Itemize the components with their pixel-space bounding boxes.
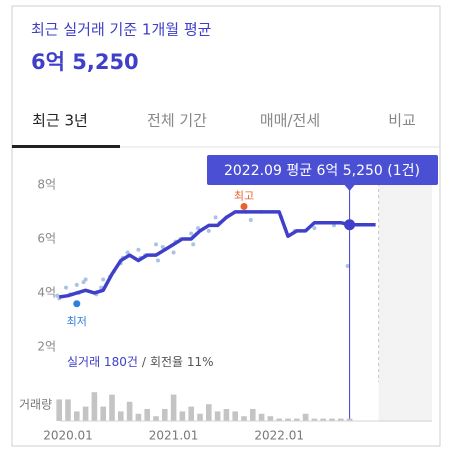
- volume-bar: [100, 406, 106, 421]
- volume-bar: [65, 399, 71, 421]
- tab[interactable]: 비교: [388, 112, 416, 130]
- transaction-dot: [125, 250, 130, 255]
- volume-bar: [118, 411, 124, 421]
- volume-bar: [302, 413, 309, 421]
- volume-bar: [153, 416, 159, 421]
- transaction-dot: [160, 245, 165, 250]
- transaction-dot: [345, 263, 350, 268]
- min-marker: [73, 300, 81, 308]
- tooltip-pointer: [344, 185, 355, 191]
- volume-bar: [74, 411, 80, 421]
- volume-bar: [170, 394, 177, 421]
- max-label: 최고: [234, 190, 254, 203]
- transaction-dot: [64, 285, 68, 290]
- price-line: [58, 210, 350, 299]
- volume-bar: [285, 418, 291, 421]
- volume-label: 거래량: [19, 398, 52, 412]
- x-tick-label: 2021.01: [149, 429, 199, 443]
- volume-bar: [56, 399, 62, 421]
- volume-bar: [232, 411, 238, 421]
- volume-bar: [197, 413, 203, 421]
- volume-bar: [329, 418, 335, 421]
- volume-bar: [223, 409, 230, 421]
- price: 6억 5,250: [31, 50, 139, 74]
- transaction-dot: [206, 228, 211, 233]
- trades: 실거래 180건: [67, 355, 138, 369]
- volume-bar: [267, 416, 274, 421]
- y-tick-label: 6억: [37, 231, 56, 245]
- current-point: [344, 219, 356, 231]
- volume-bar: [126, 401, 133, 421]
- volume-bar: [135, 413, 142, 421]
- y-tick-label: 8억: [37, 177, 56, 191]
- tab[interactable]: 전체 기간: [147, 112, 207, 130]
- volume-bar: [206, 404, 212, 421]
- volume-bar: [320, 418, 326, 421]
- volume-bar: [162, 409, 168, 421]
- transaction-dot: [213, 215, 218, 220]
- volume-bar: [214, 411, 221, 421]
- transaction-dot: [189, 231, 194, 236]
- transaction-dot: [83, 277, 88, 282]
- volume-bar: [294, 418, 300, 421]
- separator: /: [142, 355, 147, 369]
- tooltip-text: 2022.09 평균 6억 5,250 (1건): [224, 163, 420, 179]
- future-area: [378, 160, 432, 422]
- x-tick-label: 2020.01: [43, 429, 93, 443]
- subtitle: 최근 실거래 기준 1개월 평균: [31, 21, 212, 39]
- volume-bar: [82, 406, 89, 421]
- volume-bar: [338, 418, 344, 421]
- volume-bar: [241, 416, 247, 421]
- volume-bar: [346, 418, 353, 421]
- tab-underline: [12, 145, 120, 148]
- transaction-dot: [136, 247, 141, 252]
- transaction-dot: [74, 282, 79, 287]
- transaction-dot: [101, 277, 106, 282]
- stats: 실거래 180건 / 회전율 11%: [67, 355, 214, 369]
- transaction-dot: [191, 242, 196, 247]
- y-tick-label: 4억: [37, 285, 56, 299]
- transaction-dot: [156, 258, 160, 263]
- volume-bar: [91, 392, 98, 421]
- transaction-dot: [171, 250, 176, 255]
- volume-bar: [144, 409, 150, 421]
- volume-bar: [109, 394, 115, 421]
- volume-bar: [258, 413, 265, 421]
- volume-bar: [250, 409, 256, 421]
- transaction-dot: [196, 226, 200, 231]
- volume-bar: [188, 406, 194, 421]
- transaction-dot: [248, 218, 253, 223]
- tab[interactable]: 매매/전세: [260, 112, 320, 130]
- tooltip-box: [207, 155, 438, 185]
- volume-bar: [311, 418, 318, 421]
- max-marker: [240, 203, 248, 211]
- transaction-dot: [312, 226, 317, 231]
- y-tick-label: 2억: [37, 340, 56, 354]
- min-label: 최저: [67, 315, 87, 328]
- volume-bar: [276, 418, 282, 421]
- x-tick-label: 2022.01: [254, 429, 304, 443]
- tab[interactable]: 최근 3년: [32, 112, 88, 130]
- turnover: 회전율 11%: [150, 355, 214, 369]
- transaction-dot: [154, 242, 158, 247]
- volume-bar: [179, 411, 186, 421]
